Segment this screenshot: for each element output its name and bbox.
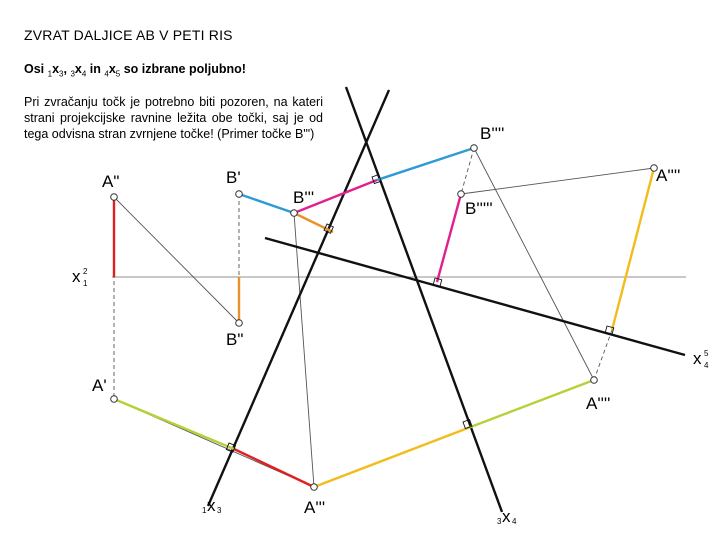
right-angle-5 (225, 442, 237, 453)
label-B3: B''' (293, 188, 314, 207)
ordinal-A5-dashed (593, 329, 613, 381)
segment-green-2 (467, 378, 595, 430)
label-A5: A'''' (656, 166, 680, 185)
right-angle-1 (371, 174, 382, 185)
page-title: ZVRAT DALJICE AB V PETI RIS (24, 27, 233, 43)
instruction-note: Pri zvračanju točk je potrebno biti pozo… (24, 95, 323, 141)
label-x34: x (502, 507, 511, 526)
segment-blue-2 (376, 146, 475, 182)
point-A3 (310, 483, 318, 491)
axis1-sub2: 3 (59, 69, 64, 79)
right-angle-2 (323, 223, 334, 234)
axis3-x: x (108, 62, 116, 76)
label-x34-sub1: 3 (497, 517, 502, 526)
axis3-sub2: 5 (115, 69, 121, 79)
axes-note-sep1: , (63, 62, 71, 76)
axes-note-sep2: in (86, 62, 105, 76)
segment-magenta-1 (293, 178, 378, 215)
label-B2: B" (226, 330, 243, 349)
axes-note-suffix: so izbrane poljubno! (120, 62, 246, 76)
axes-note-prefix: Osi (24, 62, 48, 76)
projection-B5-A5 (460, 167, 655, 195)
right-angle-4 (604, 325, 615, 336)
ordinal-B5-dashed (460, 147, 475, 195)
label-x12-sup: 2 (83, 267, 88, 276)
segment-red-2 (233, 447, 315, 489)
label-x12-sub: 1 (83, 279, 88, 288)
axis-x45 (264, 236, 686, 357)
axis-x13 (206, 89, 391, 507)
segment-blue-1 (238, 192, 295, 215)
ordinal-A4 (473, 147, 595, 381)
label-B1: B' (226, 168, 241, 187)
ordinal-B3 (293, 212, 315, 488)
label-A1: A' (92, 376, 107, 395)
point-A2 (110, 193, 118, 201)
point-A4 (590, 376, 598, 384)
axis2-sub2: 4 (81, 69, 87, 79)
label-x13: x (207, 496, 216, 515)
projection-A2-B2 (113, 196, 240, 324)
label-x45-sub: 4 (704, 361, 709, 370)
label-B4: B'''' (480, 124, 504, 143)
point-A5 (650, 164, 658, 172)
label-x13-sub2: 3 (217, 506, 222, 515)
right-angle-6 (462, 419, 473, 430)
axis2-sub1: 3 (70, 69, 75, 79)
point-B5 (457, 190, 465, 198)
axis1-x: x (52, 62, 60, 76)
segment-magenta-2 (435, 193, 463, 283)
axes-note: Osi 1x3, 3x4 in 4x5 so izbrane poljubno! (24, 62, 246, 79)
axis1-sub1: 1 (47, 69, 53, 79)
point-B1 (235, 190, 243, 198)
label-x45-sup: 5 (704, 349, 709, 358)
point-B3 (290, 209, 298, 217)
label-A2: A" (102, 172, 119, 191)
right-angle-3 (432, 277, 443, 288)
axis3-sub1: 4 (104, 69, 109, 79)
segment-orange-2 (293, 211, 334, 234)
segment-green-1 (113, 397, 235, 451)
point-A1 (110, 395, 118, 403)
label-x34-sub2: 4 (512, 517, 517, 526)
segment-yellow-1 (610, 167, 656, 331)
label-A4: A'''' (586, 394, 610, 413)
axis-x34 (344, 86, 504, 513)
label-x13-sub1: 1 (202, 506, 207, 515)
axis2-x: x (74, 62, 82, 76)
label-x12: x (72, 267, 81, 286)
point-B2 (235, 319, 243, 327)
label-A3: A''' (304, 498, 325, 517)
segment-yellow-2 (313, 426, 469, 489)
label-B5: B''''' (465, 199, 493, 218)
label-x45: x (693, 349, 702, 368)
point-B4 (470, 144, 478, 152)
